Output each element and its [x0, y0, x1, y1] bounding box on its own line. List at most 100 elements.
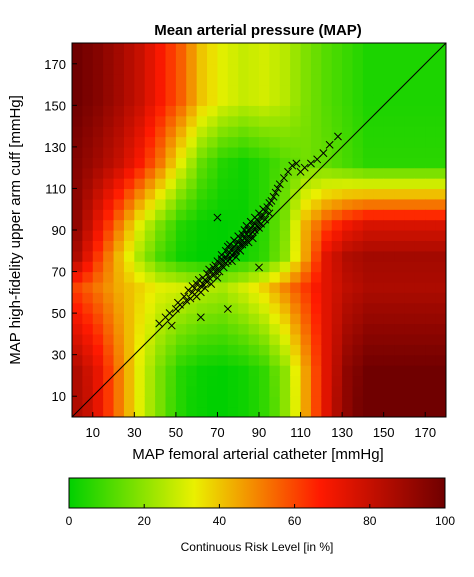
heatmap-cell [310, 157, 322, 169]
heatmap-cell [290, 250, 302, 262]
heatmap-cell [342, 313, 354, 325]
heatmap-cell [290, 84, 302, 96]
heatmap-cell [217, 396, 229, 408]
heatmap-cell [300, 94, 312, 106]
heatmap-cell [362, 126, 374, 138]
heatmap-cell [300, 74, 312, 86]
heatmap-cell [373, 157, 385, 169]
heatmap-cell [123, 94, 135, 106]
heatmap-cell [248, 385, 260, 397]
heatmap-cell [414, 188, 426, 200]
heatmap-cell [269, 219, 281, 231]
heatmap-cell [144, 302, 156, 314]
heatmap-cell [103, 74, 115, 86]
heatmap-cell [414, 385, 426, 397]
heatmap-cell [362, 94, 374, 106]
heatmap-cell [92, 271, 104, 283]
heatmap-cell [248, 53, 260, 65]
heatmap-cell [321, 198, 333, 210]
heatmap-cell [331, 230, 343, 241]
heatmap-cell [259, 292, 270, 304]
heatmap-cell [404, 240, 416, 252]
heatmap-cell [238, 313, 250, 325]
heatmap-cell [82, 302, 94, 314]
heatmap-cell [300, 365, 312, 377]
heatmap-cell [238, 375, 250, 387]
heatmap-cell [425, 230, 437, 241]
heatmap-cell [196, 53, 208, 65]
heatmap-cell [227, 323, 239, 335]
heatmap-cell [72, 240, 83, 252]
heatmap-cell [300, 333, 312, 345]
heatmap-cell [269, 281, 281, 293]
data-point [269, 192, 278, 201]
heatmap-cell [72, 261, 83, 273]
heatmap-cell [92, 313, 104, 325]
heatmap-cell [383, 198, 395, 210]
heatmap-cell [279, 292, 291, 304]
heatmap-cell [103, 209, 115, 221]
heatmap-cell [404, 53, 416, 65]
heatmap-cell [394, 94, 406, 106]
data-point [263, 203, 272, 212]
heatmap-cell [269, 344, 281, 356]
heatmap-cell [165, 261, 177, 273]
heatmap-cell [425, 396, 437, 408]
heatmap-cell [331, 365, 343, 377]
heatmap-cell [144, 354, 156, 366]
heatmap-cell [259, 188, 270, 200]
heatmap-cell [435, 344, 446, 356]
heatmap-cell [342, 271, 354, 283]
heatmap-cell [352, 271, 364, 283]
heatmap-cell [238, 146, 250, 158]
heatmap-cell [321, 63, 333, 75]
heatmap-cell [238, 250, 250, 262]
heatmap-cell [321, 209, 333, 221]
heatmap-cell [394, 209, 406, 221]
heatmap-cell [414, 146, 426, 158]
heatmap-cell [217, 157, 229, 169]
heatmap-cell [113, 126, 125, 138]
heatmap-cell [259, 365, 270, 377]
heatmap-cell [175, 84, 187, 96]
heatmap-cell [383, 323, 395, 335]
heatmap-cell [435, 53, 446, 65]
heatmap-cell [144, 240, 156, 252]
heatmap-cell [373, 146, 385, 158]
heatmap-cell [103, 406, 115, 417]
heatmap-cell [300, 385, 312, 397]
heatmap-cell [113, 323, 125, 335]
heatmap-cell [248, 344, 260, 356]
data-point [292, 159, 301, 168]
heatmap-cell [373, 43, 385, 54]
heatmap-cell [196, 354, 208, 366]
heatmap-cell [238, 323, 250, 335]
heatmap-cell [113, 375, 125, 387]
heatmap-cell [207, 63, 219, 75]
heatmap-cell [82, 178, 94, 190]
heatmap-cell [373, 53, 385, 65]
heatmap-cell [290, 126, 302, 138]
heatmap-cell [165, 136, 177, 148]
heatmap-cell [165, 84, 177, 96]
heatmap-cell [342, 74, 354, 86]
heatmap-cell [207, 250, 219, 262]
heatmap-cell [394, 167, 406, 179]
heatmap-cell [217, 365, 229, 377]
heatmap-cell [123, 365, 135, 377]
heatmap-cell [155, 281, 167, 293]
y-tick-label: 90 [52, 223, 66, 238]
heatmap-cell [383, 406, 395, 417]
heatmap-cell [238, 136, 250, 148]
heatmap-cell [383, 188, 395, 200]
heatmap-cell [144, 209, 156, 221]
heatmap-cell [144, 63, 156, 75]
heatmap-cell [227, 84, 239, 96]
heatmap-cell [113, 136, 125, 148]
heatmap-cell [175, 157, 187, 169]
heatmap-cell [134, 219, 146, 231]
heatmap-cell [342, 157, 354, 169]
heatmap-cell [217, 105, 229, 117]
heatmap-cell [290, 385, 302, 397]
heatmap-cell [342, 302, 354, 314]
